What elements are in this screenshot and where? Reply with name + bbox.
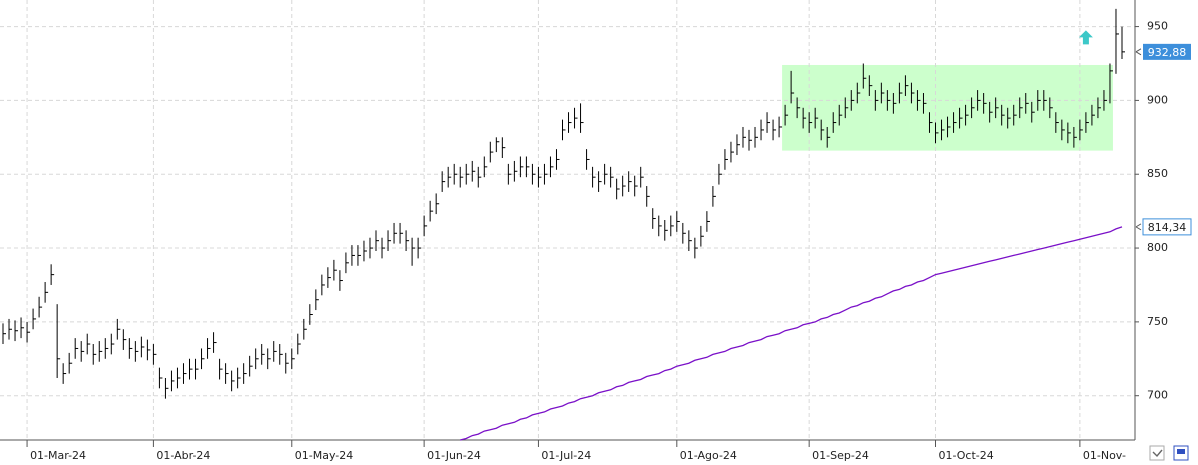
x-tick-label: 01-Oct-24 xyxy=(939,449,994,462)
last-ma-label: 814,34 xyxy=(1148,221,1187,234)
toolbar-icon-glyph xyxy=(1152,449,1163,458)
last-ma-pointer xyxy=(1135,223,1142,231)
y-tick-label: 850 xyxy=(1147,167,1168,180)
y-tick-label: 800 xyxy=(1147,241,1168,254)
last-price-label: 932,88 xyxy=(1148,46,1187,59)
moving-average-line xyxy=(460,226,1123,441)
x-tick-label: 01-Abr-24 xyxy=(156,449,210,462)
x-tick-label: 01-Sep-24 xyxy=(812,449,869,462)
x-tick-label: 01-Nov- xyxy=(1083,449,1126,462)
x-tick-label: 01-Ago-24 xyxy=(680,449,737,462)
y-tick-label: 950 xyxy=(1147,20,1168,33)
x-tick-label: 01-Jun-24 xyxy=(427,449,481,462)
y-tick-label: 750 xyxy=(1147,315,1168,328)
x-tick-label: 01-May-24 xyxy=(295,449,353,462)
x-tick-label: 01-Jul-24 xyxy=(541,449,591,462)
y-tick-label: 700 xyxy=(1147,389,1168,402)
save-icon-glyph xyxy=(1177,449,1185,454)
toolbar-icon[interactable] xyxy=(1149,445,1165,461)
last-price-pointer xyxy=(1135,48,1142,56)
x-tick-label: 01-Mar-24 xyxy=(30,449,86,462)
y-tick-label: 900 xyxy=(1147,93,1168,106)
signal-arrow xyxy=(1078,30,1093,45)
last-ma-box xyxy=(1142,218,1192,236)
last-price-box xyxy=(1143,43,1191,60)
highlight-zone xyxy=(782,64,1113,151)
